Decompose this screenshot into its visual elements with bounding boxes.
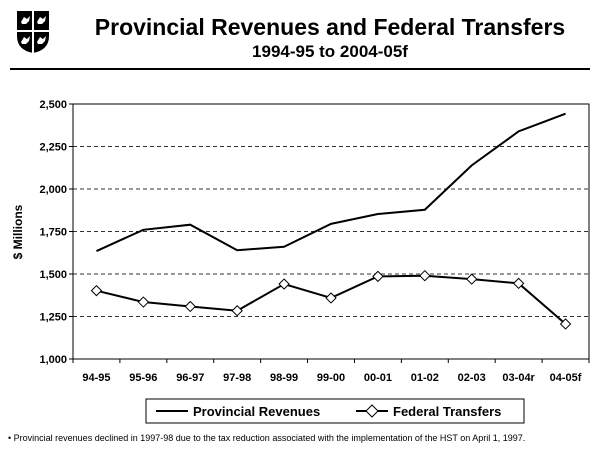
x-tick-label: 03-04r [502,372,535,384]
data-point-federal-transfers [325,292,337,304]
x-tick-label: 95-96 [129,372,157,384]
data-point-federal-transfers [372,270,384,283]
y-tick-label: 2,500 [39,99,67,111]
data-point-federal-transfers [512,277,525,290]
chart-subtitle: 1994-95 to 2004-05f [252,42,408,61]
data-point-federal-transfers [466,273,478,285]
y-tick-label: 2,000 [39,184,67,196]
y-tick-label: 1,000 [39,354,67,366]
x-tick-label: 02-03 [458,372,486,384]
footnote: • Provincial revenues declined in 1997-9… [8,433,526,443]
coat-of-arms-logo [17,11,49,53]
data-point-federal-transfers [184,300,196,313]
data-point-federal-transfers [278,278,290,290]
data-point-federal-transfers [419,269,431,282]
x-tick-label: 94-95 [82,372,110,384]
x-tick-label: 96-97 [176,372,204,384]
series-line-provincial-revenues [96,112,566,252]
x-tick-label: 98-99 [270,372,298,384]
data-point-federal-transfers [231,305,243,317]
y-axis-label: $ Millions [11,204,25,259]
y-tick-label: 1,250 [39,312,67,324]
x-tick-label: 00-01 [364,372,392,384]
x-tick-label: 04-05f [550,372,582,384]
x-tick-label: 01-02 [411,372,439,384]
legend-label-provincial: Provincial Revenues [193,404,320,419]
legend: Provincial Revenues Federal Transfers [145,398,525,424]
y-tick-label: 1,500 [39,269,67,281]
x-tick-label: 97-98 [223,372,251,384]
data-point-federal-transfers [559,318,572,330]
legend-diamond-marker [365,404,379,418]
plot-area-border [72,103,590,360]
data-point-federal-transfers [90,284,103,297]
data-point-federal-transfers [137,296,150,308]
y-tick-label: 2,250 [39,142,67,154]
legend-label-federal: Federal Transfers [393,404,501,419]
title-divider [10,68,590,70]
x-tick-label: 99-00 [317,372,345,384]
y-tick-label: 1,750 [39,227,67,239]
chart-title: Provincial Revenues and Federal Transfer… [94,14,566,40]
